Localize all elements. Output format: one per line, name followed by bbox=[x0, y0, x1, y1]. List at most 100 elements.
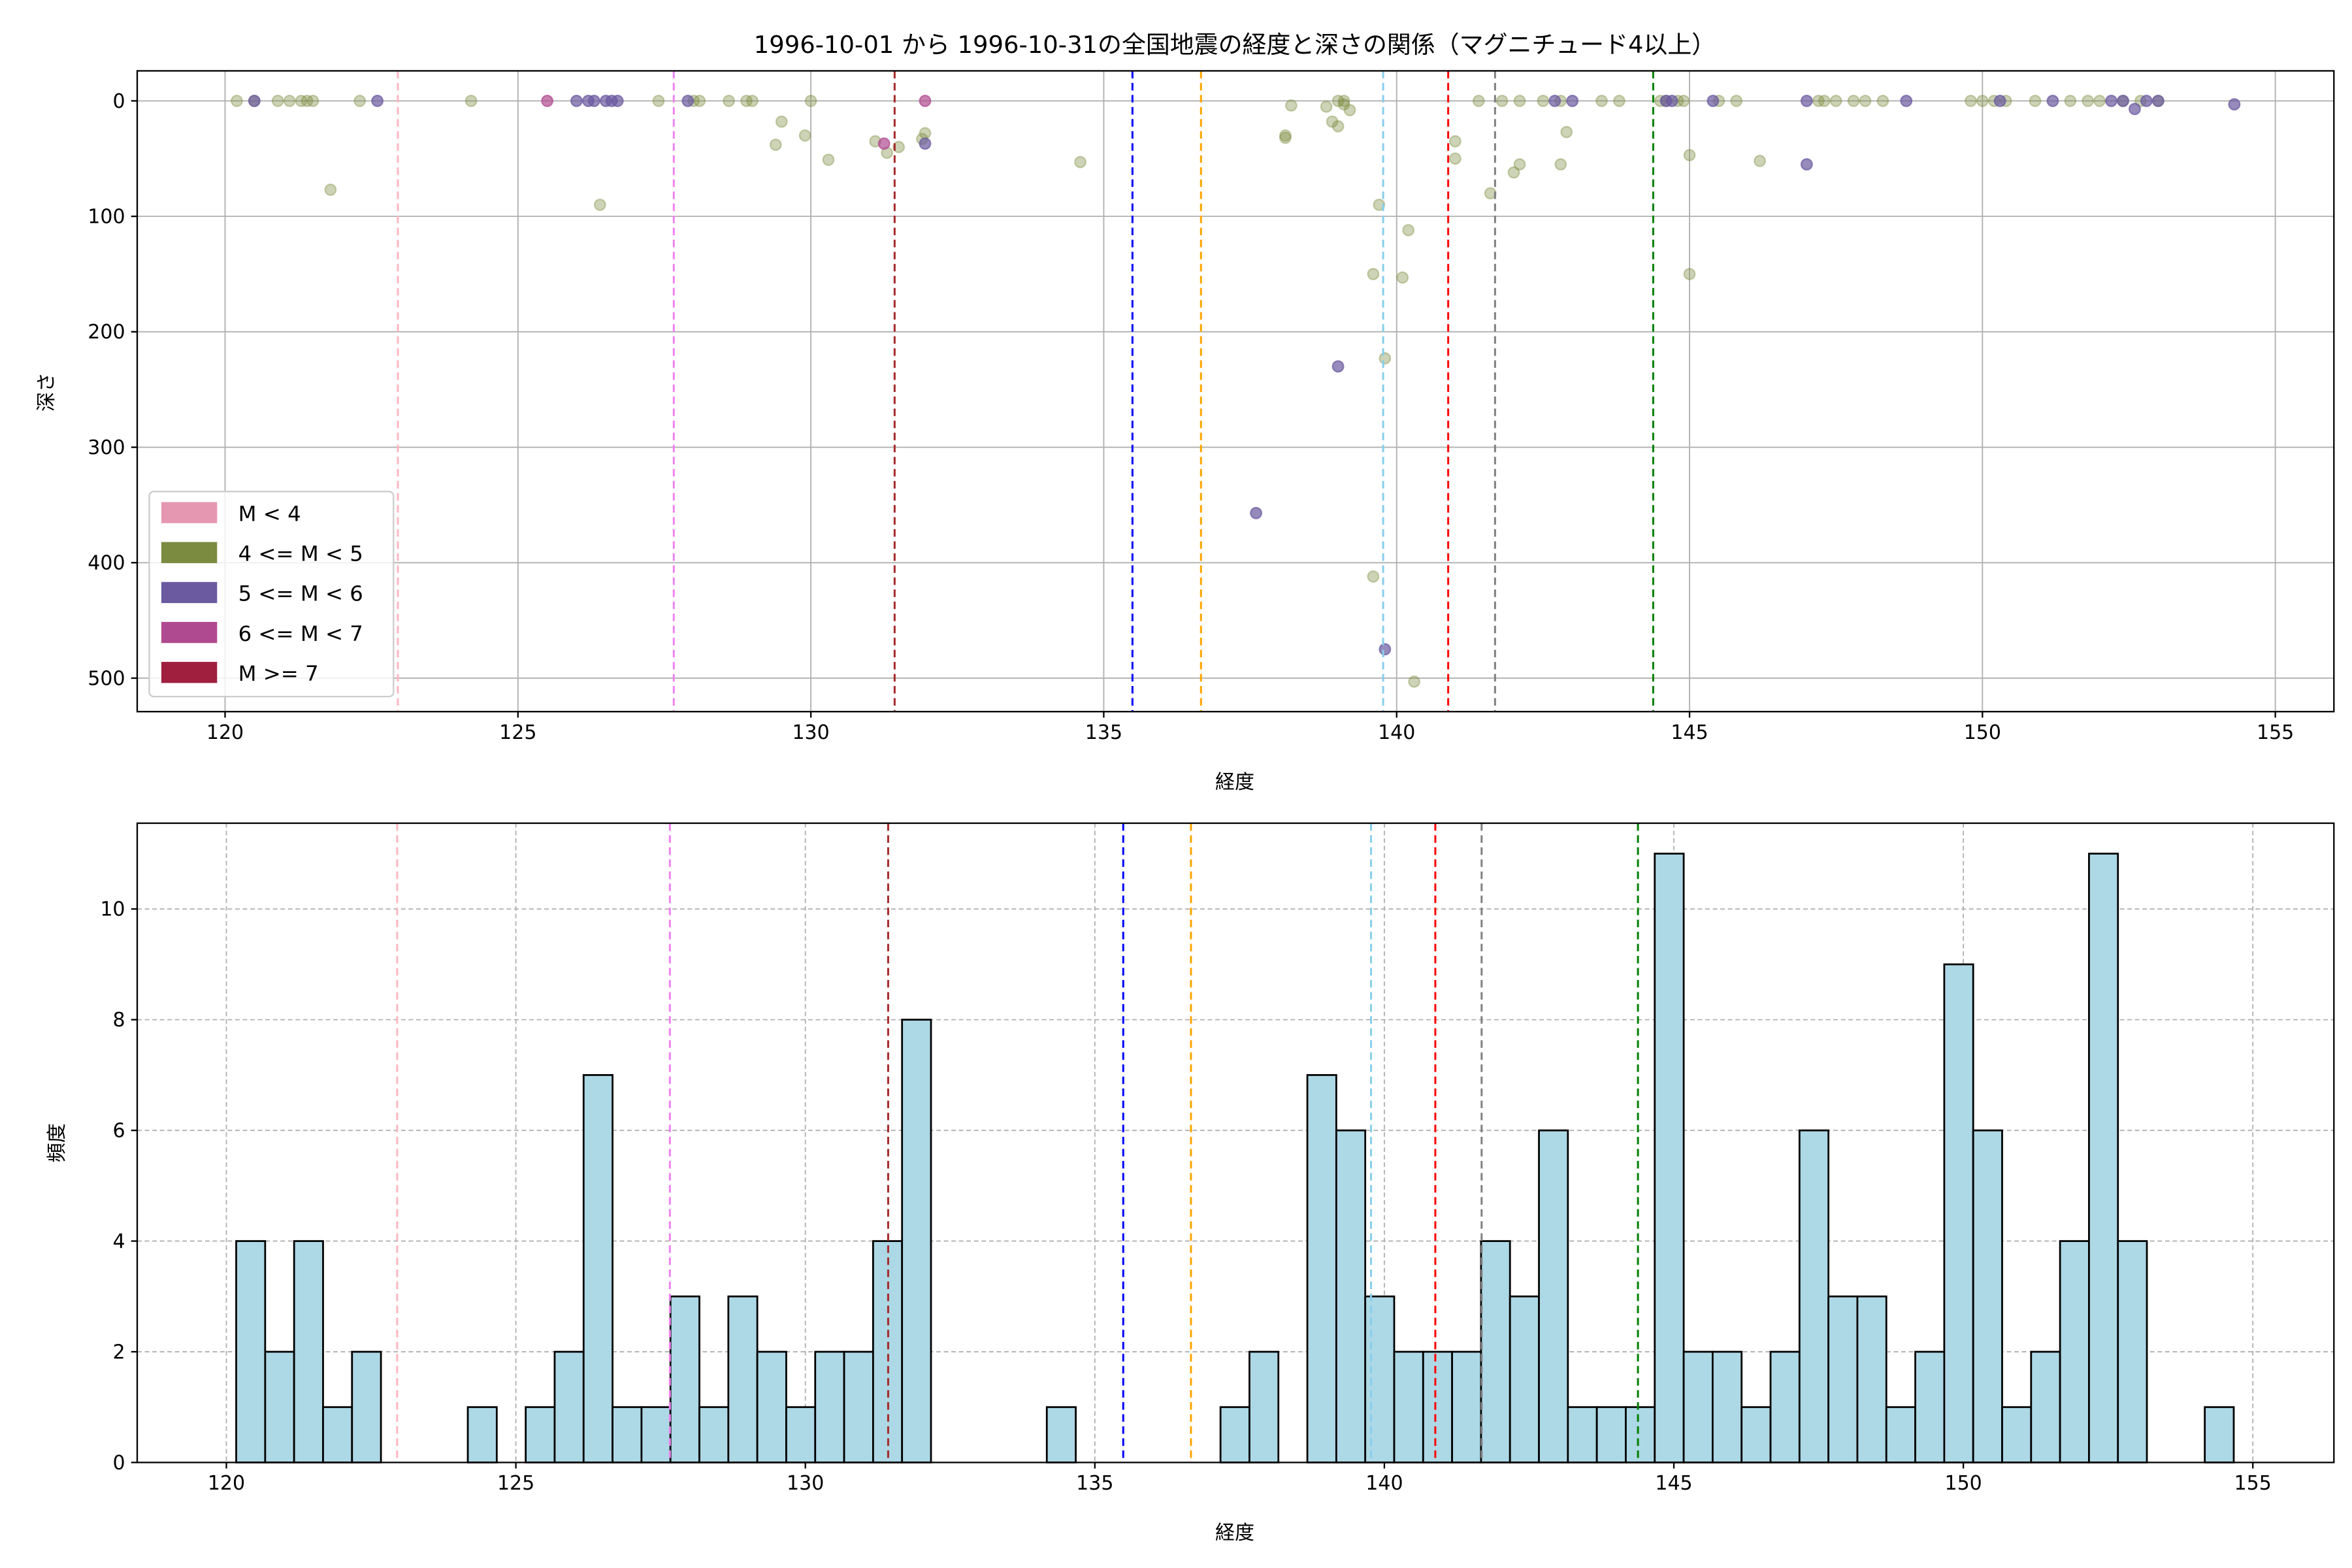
legend-swatch bbox=[161, 502, 218, 523]
scatter-point bbox=[1074, 155, 1087, 169]
scatter-point bbox=[611, 94, 624, 107]
histogram-bar bbox=[1567, 1406, 1598, 1463]
scatter-point bbox=[1367, 570, 1380, 583]
scatter-point bbox=[877, 137, 890, 150]
scatter-point bbox=[1683, 149, 1696, 161]
histogram-bar bbox=[1509, 1295, 1540, 1463]
histogram-bar bbox=[1827, 1295, 1859, 1463]
scatter-point bbox=[1495, 94, 1509, 107]
scatter-point bbox=[1331, 94, 1345, 107]
histogram-bar bbox=[1914, 1350, 1946, 1463]
chart-title: 1996-10-01 から 1996-10-31の全国地震の経度と深さの関係（マ… bbox=[754, 31, 1716, 59]
histogram-bar bbox=[1625, 1406, 1656, 1463]
histogram-bar bbox=[1943, 963, 1974, 1463]
legend-label: M >= 7 bbox=[238, 661, 319, 686]
scatter-point bbox=[1665, 94, 1678, 107]
scatter-point bbox=[804, 94, 817, 107]
scatter-x-label: 経度 bbox=[1215, 771, 1254, 794]
scatter-point bbox=[301, 94, 314, 107]
scatter-point bbox=[652, 94, 665, 107]
scatter-point bbox=[2093, 94, 2106, 107]
y-tick-label: 500 bbox=[88, 667, 125, 690]
histogram-bar bbox=[1654, 853, 1685, 1463]
x-tick-label: 130 bbox=[787, 1472, 824, 1495]
histogram-bar bbox=[727, 1295, 759, 1463]
x-tick-label: 140 bbox=[1365, 1472, 1403, 1495]
scatter-point bbox=[1331, 120, 1345, 133]
histogram-bar bbox=[264, 1350, 295, 1463]
scatter-point bbox=[1373, 198, 1386, 211]
histogram-bar bbox=[640, 1406, 672, 1463]
x-tick-label: 145 bbox=[1655, 1472, 1692, 1495]
scatter-point bbox=[2140, 94, 2153, 107]
scatter-point bbox=[919, 137, 932, 150]
y-tick-label: 0 bbox=[112, 1452, 125, 1475]
scatter-point bbox=[2105, 94, 2118, 107]
scatter-point bbox=[1337, 94, 1350, 107]
scatter-point bbox=[1560, 125, 1573, 139]
scatter-point bbox=[1566, 94, 1579, 107]
scatter-point bbox=[593, 198, 606, 211]
histogram-bar bbox=[466, 1406, 498, 1463]
y-tick-label: 10 bbox=[100, 898, 125, 921]
scatter-point bbox=[1847, 94, 1860, 107]
x-tick-label: 125 bbox=[497, 1472, 534, 1495]
histogram-bar bbox=[1712, 1350, 1743, 1463]
histogram-bar bbox=[553, 1350, 585, 1463]
scatter-point bbox=[1331, 360, 1345, 373]
histogram-bar bbox=[1219, 1406, 1250, 1463]
scatter-point bbox=[2128, 103, 2141, 116]
scatter-point bbox=[1408, 675, 1421, 688]
scatter-point bbox=[1250, 506, 1262, 519]
y-tick-label: 300 bbox=[88, 436, 125, 459]
x-tick-label: 145 bbox=[1671, 721, 1708, 744]
histogram-bar bbox=[785, 1406, 817, 1463]
scatter-point bbox=[1379, 643, 1392, 656]
scatter-point bbox=[1993, 94, 2006, 107]
histogram-bar bbox=[2088, 853, 2119, 1463]
histogram-bar bbox=[843, 1350, 874, 1463]
y-tick-label: 200 bbox=[88, 321, 125, 344]
scatter-point bbox=[271, 94, 284, 107]
scatter-point bbox=[1320, 100, 1333, 113]
scatter-point bbox=[541, 94, 554, 107]
scatter-point bbox=[1448, 135, 1462, 148]
y-tick-label: 6 bbox=[112, 1120, 125, 1143]
histogram-bar bbox=[612, 1406, 643, 1463]
histogram-bar bbox=[235, 1240, 267, 1463]
scatter-point bbox=[1367, 268, 1380, 280]
axes-frame bbox=[136, 822, 2335, 1463]
scatter-point bbox=[1707, 94, 1720, 107]
x-tick-label: 120 bbox=[208, 1472, 245, 1495]
scatter-point bbox=[371, 94, 384, 107]
scatter-point bbox=[324, 184, 337, 196]
histogram-bar bbox=[582, 1074, 613, 1463]
scatter-point bbox=[681, 94, 694, 107]
x-tick-label: 150 bbox=[1944, 1472, 1982, 1495]
histogram-bar bbox=[901, 1019, 932, 1463]
scatter-point bbox=[798, 129, 811, 142]
scatter-point bbox=[587, 94, 600, 107]
scatter-point bbox=[745, 94, 759, 107]
histogram-bar bbox=[1249, 1350, 1280, 1463]
histogram-bar bbox=[2030, 1350, 2061, 1463]
histogram-bar bbox=[293, 1240, 324, 1463]
scatter-point bbox=[1379, 352, 1392, 365]
legend-swatch bbox=[161, 581, 218, 604]
scatter-point bbox=[306, 94, 319, 107]
scatter-point bbox=[2046, 94, 2059, 107]
x-tick-label: 155 bbox=[2257, 721, 2294, 744]
scatter-point bbox=[1396, 271, 1409, 284]
histogram-bar bbox=[322, 1406, 353, 1463]
histogram-bar bbox=[756, 1350, 787, 1463]
x-tick-label: 120 bbox=[206, 721, 244, 744]
scatter-point bbox=[723, 94, 736, 107]
scatter-point bbox=[1595, 94, 1609, 107]
x-tick-label: 130 bbox=[792, 721, 829, 744]
scatter-point bbox=[1800, 94, 1813, 107]
histogram-bar bbox=[1480, 1240, 1511, 1463]
histogram-bar bbox=[1682, 1350, 1714, 1463]
x-tick-label: 125 bbox=[499, 721, 536, 744]
scatter-point bbox=[1548, 94, 1561, 107]
scatter-point bbox=[283, 94, 296, 107]
